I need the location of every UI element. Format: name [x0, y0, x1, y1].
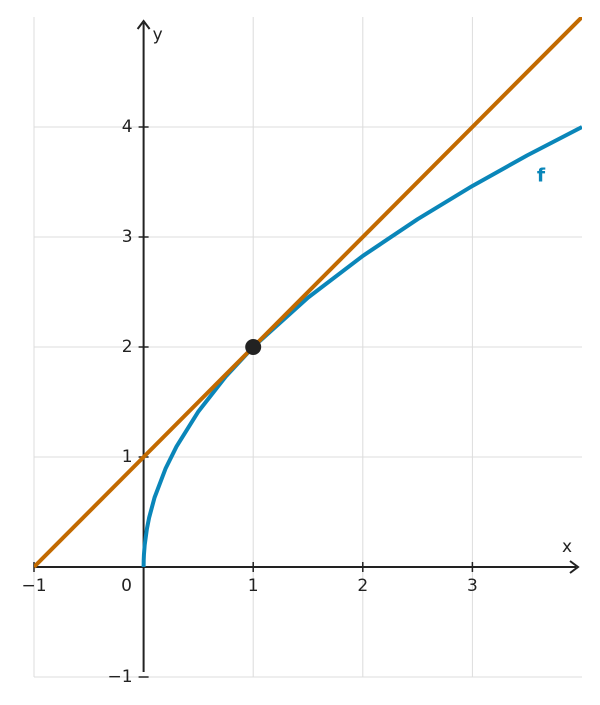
x-tick-label: 2	[357, 576, 368, 596]
y-tick-label: 1	[122, 447, 133, 467]
labels: −1 0 1 2 3 −1 1 2 3 4 x y f	[21, 25, 572, 687]
x-tick-label: −1	[21, 576, 46, 596]
lines	[34, 17, 582, 569]
y-tick-label: 4	[122, 117, 133, 137]
y-tick-label: 3	[122, 227, 133, 247]
x-tick-label: 3	[467, 576, 478, 596]
x-tick-label: 0	[121, 576, 132, 596]
y-tick-label: 2	[122, 337, 133, 357]
series-label: f	[537, 165, 546, 187]
point	[245, 339, 262, 355]
y-axis-label: y	[153, 25, 163, 45]
x-axis-label: x	[562, 537, 572, 557]
grid	[33, 17, 582, 678]
y-arrow	[136, 19, 151, 30]
y-tick-label: −1	[108, 667, 133, 687]
axes	[33, 19, 580, 678]
x-arrow	[569, 560, 580, 574]
x-tick-label: 1	[248, 576, 259, 596]
series-line	[34, 17, 582, 569]
series-line	[141, 125, 582, 568]
